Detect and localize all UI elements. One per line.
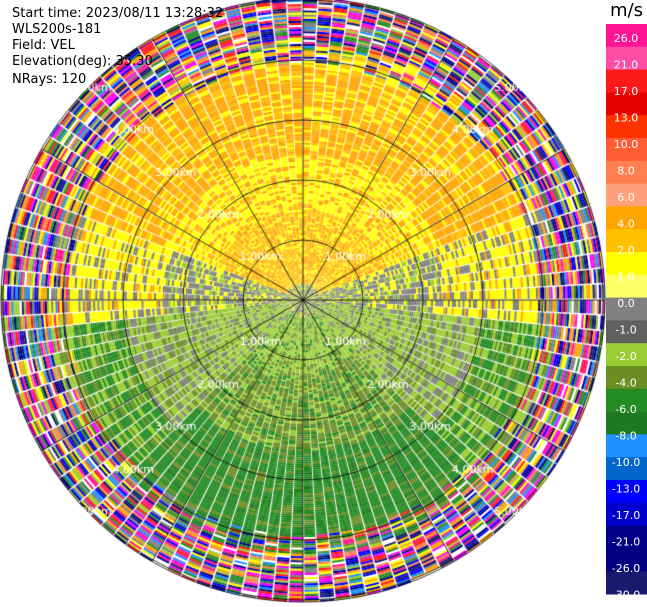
colorbar-swatch — [606, 480, 647, 504]
colorbar-tick-label: 6.0 — [617, 191, 635, 204]
instrument-label: WLS200s-181 — [12, 22, 102, 37]
colorbar-tick-label: -30.0 — [612, 589, 640, 599]
colorbar-swatch — [606, 274, 647, 299]
colorbar-swatch — [606, 115, 647, 139]
colorbar-tick-label: -8.0 — [615, 430, 636, 443]
colorbar-swatch — [606, 320, 647, 344]
colorbar-swatch — [606, 24, 647, 48]
colorbar-swatch — [606, 457, 647, 481]
colorbar-swatch — [606, 411, 647, 435]
colorbar-tick-label: -21.0 — [612, 536, 640, 549]
colorbar-tick-label: -6.0 — [615, 403, 636, 416]
colorbar-tick-label: -17.0 — [612, 509, 640, 522]
colorbar-swatch — [606, 160, 647, 185]
colorbar-swatch — [606, 502, 647, 527]
colorbar-tick-label: -26.0 — [612, 562, 640, 575]
colorbar-swatch — [606, 343, 647, 367]
colorbar-swatch — [606, 571, 647, 595]
colorbar-swatch — [606, 46, 647, 71]
colorbar-swatch — [606, 366, 647, 390]
colorbar-tick-label: 0.0 — [617, 297, 635, 310]
colorbar-swatch — [606, 525, 647, 549]
colorbar-tick-label: 1.0 — [617, 271, 635, 284]
colorbar-swatch — [606, 252, 647, 276]
field-label: Field: VEL — [12, 38, 75, 53]
colorbar-tick-label: -13.0 — [612, 483, 640, 496]
colorbar-tick-label: 8.0 — [617, 165, 635, 178]
colorbar-tick-label: 26.0 — [614, 32, 639, 45]
colorbar-swatch — [606, 297, 647, 321]
colorbar-swatch — [606, 69, 647, 93]
colorbar-swatch — [606, 229, 647, 253]
radar-ppi-plot — [0, 0, 606, 607]
colorbar-tick-label: -1.0 — [615, 324, 636, 337]
start-time-label: Start time: 2023/08/11 13:28:32 — [12, 6, 224, 21]
colorbar: 26.0 21.0 17.0 13.0 10.0 8.0 6.0 4.0 2.0 1.0 0.0 -1… — [606, 24, 647, 599]
colorbar-swatch — [606, 548, 647, 572]
colorbar-tick-label: -10.0 — [612, 456, 640, 469]
elevation-label: Elevation(deg): 35.30 — [12, 54, 153, 69]
colorbar-tick-label: -4.0 — [615, 377, 636, 390]
colorbar-swatch — [606, 183, 647, 207]
colorbar-swatch — [606, 434, 647, 458]
colorbar-tick-label: 4.0 — [617, 218, 635, 231]
colorbar-swatch — [606, 138, 647, 162]
colorbar-swatch — [606, 388, 647, 413]
colorbar-swatch — [606, 206, 647, 230]
colorbar-tick-label: 13.0 — [614, 112, 639, 125]
colorbar-swatch — [606, 92, 647, 116]
colorbar-tick-label: 10.0 — [614, 138, 639, 151]
colorbar-tick-label: 21.0 — [614, 59, 639, 72]
colorbar-tick-label: -2.0 — [615, 350, 636, 363]
colorbar-unit: m/s — [610, 0, 643, 21]
colorbar-tick-label: 17.0 — [614, 85, 639, 98]
colorbar-tick-label: 2.0 — [617, 244, 635, 257]
nrays-label: NRays: 120 — [12, 72, 87, 87]
